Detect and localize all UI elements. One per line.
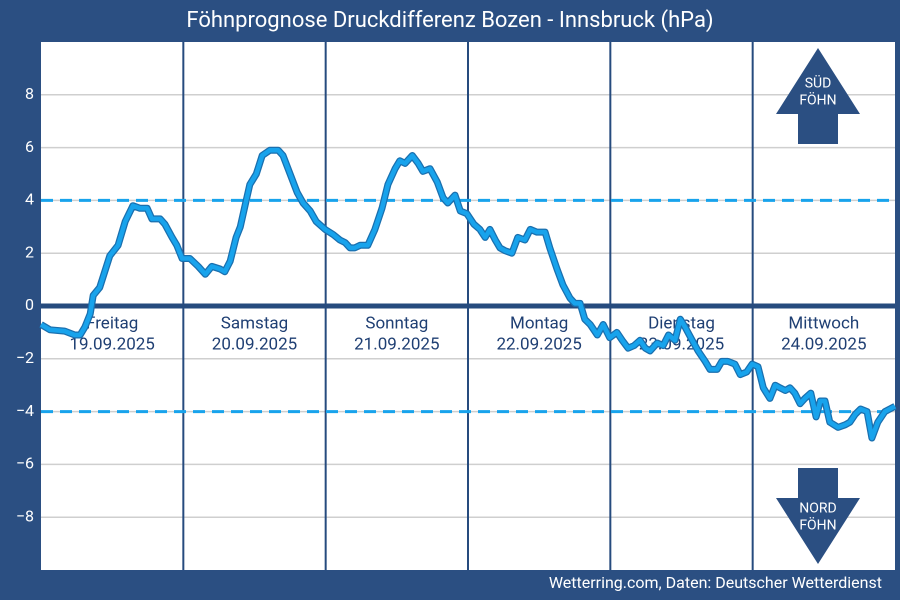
y-tick-label: 4 bbox=[25, 190, 34, 209]
day-name: Samstag bbox=[221, 313, 288, 333]
day-name: Freitag bbox=[86, 313, 138, 333]
y-tick-label: 6 bbox=[25, 137, 34, 156]
y-tick-label: 0 bbox=[25, 295, 34, 314]
day-name: Mittwoch bbox=[788, 313, 859, 333]
y-tick-label: 8 bbox=[25, 84, 34, 103]
y-tick-label: −2 bbox=[16, 348, 34, 367]
arrow-label: NORD bbox=[799, 501, 836, 517]
day-date: 20.09.2025 bbox=[212, 334, 297, 354]
chart-title: Föhnprognose Druckdifferenz Bozen - Inns… bbox=[186, 8, 713, 33]
day-name: Sonntag bbox=[365, 313, 428, 333]
day-date: 23.09.2025 bbox=[639, 334, 724, 354]
arrow-south bbox=[776, 48, 860, 144]
arrow-label: FÖHN bbox=[799, 92, 836, 109]
day-date: 21.09.2025 bbox=[354, 334, 439, 354]
y-tick-label: −6 bbox=[16, 454, 34, 473]
y-tick-label: −8 bbox=[16, 506, 34, 525]
day-name: Montag bbox=[510, 313, 568, 333]
source: Wetterring.com, Daten: Deutscher Wetterd… bbox=[549, 573, 882, 592]
arrow-north bbox=[776, 468, 860, 564]
forecast-line bbox=[39, 147, 897, 441]
arrow-label: SÜD bbox=[805, 75, 832, 92]
day-date: 24.09.2025 bbox=[781, 334, 866, 354]
arrow-label: FÖHN bbox=[799, 517, 836, 534]
day-date: 22.09.2025 bbox=[496, 334, 581, 354]
y-tick-label: −4 bbox=[16, 401, 34, 420]
day-date: 19.09.2025 bbox=[69, 334, 154, 354]
y-tick-label: 2 bbox=[25, 242, 34, 261]
